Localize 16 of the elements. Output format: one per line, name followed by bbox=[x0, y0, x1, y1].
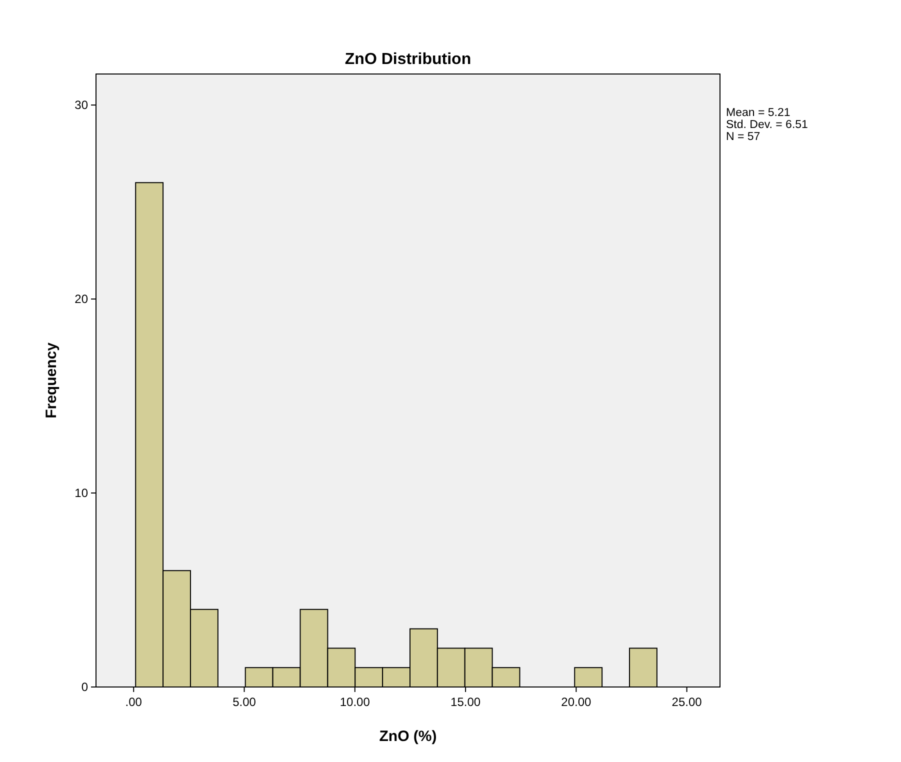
x-tick-label: 5.00 bbox=[232, 695, 256, 709]
y-axis-title: Frequency bbox=[43, 342, 60, 418]
x-tick-label: 10.00 bbox=[340, 695, 370, 709]
chart-title: ZnO Distribution bbox=[344, 51, 472, 68]
x-tick-label: 25.00 bbox=[672, 695, 702, 709]
x-tick-label: 15.00 bbox=[450, 695, 481, 709]
y-tick-label: 0 bbox=[81, 680, 88, 694]
x-tick-label: 20.00 bbox=[561, 695, 592, 709]
x-axis-title: ZnO (%) bbox=[379, 728, 437, 745]
text: Mean = 5.21 bbox=[726, 107, 790, 119]
y-tick-label: 30 bbox=[74, 98, 88, 112]
y-tick-label: 10 bbox=[74, 486, 88, 500]
text: Std. Dev. = 6.51 bbox=[726, 119, 808, 131]
x-tick-label: .00 bbox=[125, 695, 142, 709]
text: N = 57 bbox=[726, 131, 760, 143]
y-tick-label: 20 bbox=[74, 292, 88, 306]
